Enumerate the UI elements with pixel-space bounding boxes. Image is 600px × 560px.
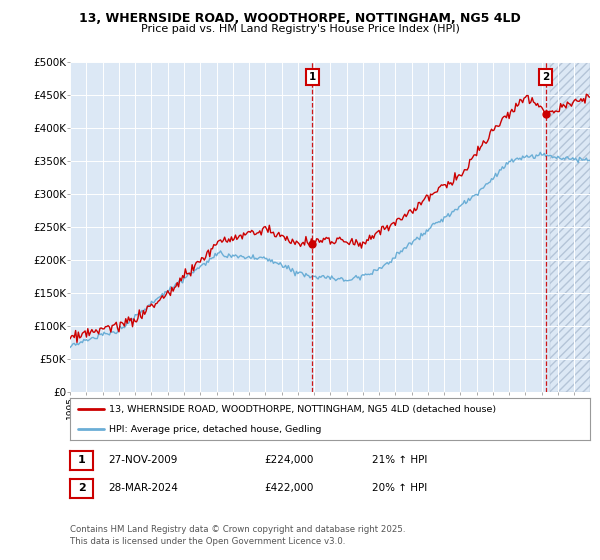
Text: 13, WHERNSIDE ROAD, WOODTHORPE, NOTTINGHAM, NG5 4LD: 13, WHERNSIDE ROAD, WOODTHORPE, NOTTINGH… xyxy=(79,12,521,25)
Text: Price paid vs. HM Land Registry's House Price Index (HPI): Price paid vs. HM Land Registry's House … xyxy=(140,24,460,34)
Text: 13, WHERNSIDE ROAD, WOODTHORPE, NOTTINGHAM, NG5 4LD (detached house): 13, WHERNSIDE ROAD, WOODTHORPE, NOTTINGH… xyxy=(109,405,496,414)
Text: 27-NOV-2009: 27-NOV-2009 xyxy=(108,455,178,465)
Text: 1: 1 xyxy=(309,72,316,82)
Text: HPI: Average price, detached house, Gedling: HPI: Average price, detached house, Gedl… xyxy=(109,424,322,433)
Bar xyxy=(550,62,590,392)
Text: £422,000: £422,000 xyxy=(264,483,313,493)
Text: 1: 1 xyxy=(78,455,85,465)
Text: 21% ↑ HPI: 21% ↑ HPI xyxy=(372,455,427,465)
Text: 2: 2 xyxy=(542,72,549,82)
Text: 28-MAR-2024: 28-MAR-2024 xyxy=(108,483,178,493)
Text: 20% ↑ HPI: 20% ↑ HPI xyxy=(372,483,427,493)
Text: 2: 2 xyxy=(78,483,85,493)
Text: Contains HM Land Registry data © Crown copyright and database right 2025.
This d: Contains HM Land Registry data © Crown c… xyxy=(70,525,406,546)
Text: £224,000: £224,000 xyxy=(264,455,313,465)
